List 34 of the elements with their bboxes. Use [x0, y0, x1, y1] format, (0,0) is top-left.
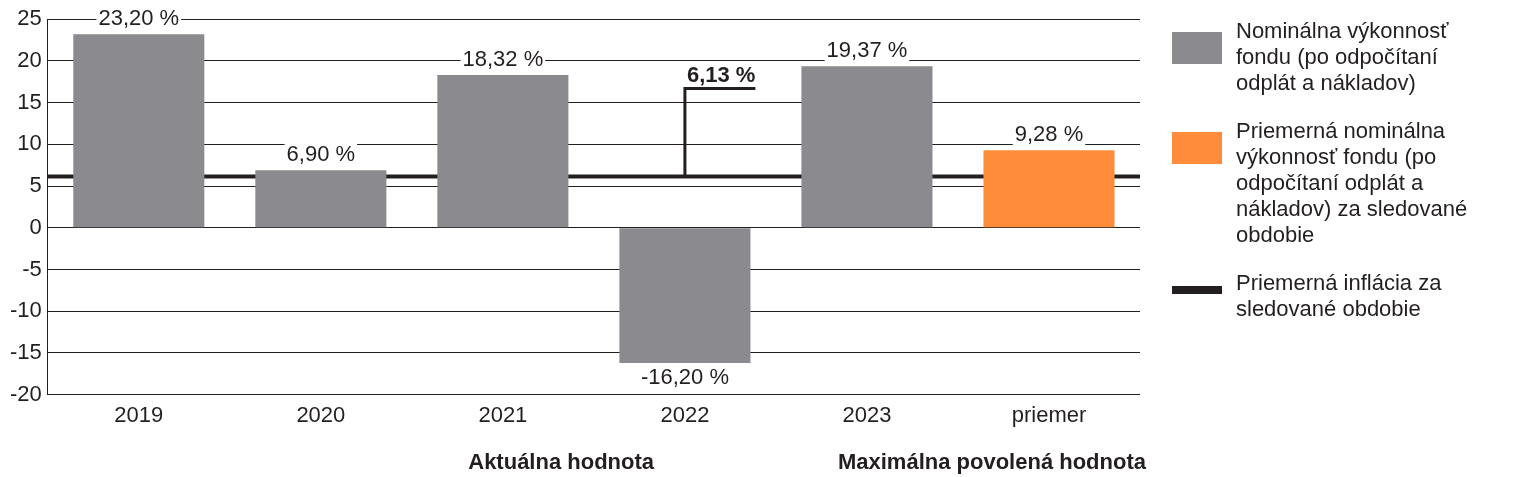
- x-tick-label: 2023: [842, 401, 892, 427]
- x-tick-label: 2021: [478, 401, 528, 427]
- bar: [619, 228, 751, 363]
- x-tick-label: 2020: [296, 401, 346, 427]
- legend-label: Priemerná inflácia za sledované obdobie: [1236, 270, 1443, 322]
- y-tick-label: 5: [29, 172, 42, 198]
- y-tick-label: -10: [10, 297, 42, 323]
- y-tick-label: 15: [17, 88, 42, 114]
- y-tick-label: 0: [29, 213, 42, 239]
- data-label: -16,20 %: [640, 363, 729, 389]
- x-tick-label: priemer: [1011, 401, 1087, 427]
- annotation: 6,13 %: [686, 61, 756, 87]
- x-tick-label: 2019: [114, 401, 164, 427]
- y-tick-label: -5: [22, 255, 42, 281]
- text: Priemerná nominálna výkonnosť fondu (po odpočítaní odplát a nákladov) za sledované obdobie: [1236, 118, 1469, 248]
- bar: [983, 150, 1115, 228]
- bar: [437, 74, 569, 228]
- x-tick-label: 2022: [660, 401, 710, 427]
- data-label: 6,90 %: [286, 141, 356, 167]
- y-tick-label: -15: [10, 338, 42, 364]
- bar: [255, 170, 387, 228]
- data-label: 18,32 %: [462, 45, 544, 71]
- y-tick-label: 20: [17, 46, 42, 72]
- y-tick-label: 10: [17, 130, 42, 156]
- data-label: 19,37 %: [826, 37, 908, 63]
- legend-label: Nominálna výkonnosť fondu (po odpočítaní odplát a nákladov): [1236, 18, 1450, 96]
- y-tick-label: -20: [10, 380, 42, 406]
- y-tick-label: 25: [17, 5, 42, 31]
- bar: [73, 34, 205, 228]
- text: Maximálna povolená hodnota: [837, 449, 1147, 475]
- bar: [801, 66, 933, 228]
- text: Aktuálna hodnota: [468, 449, 655, 475]
- data-label: 23,20 %: [98, 5, 180, 31]
- data-label: 9,28 %: [1014, 121, 1084, 147]
